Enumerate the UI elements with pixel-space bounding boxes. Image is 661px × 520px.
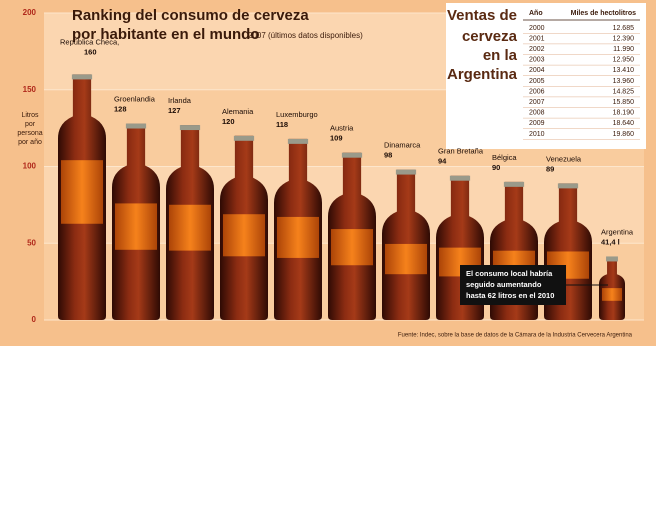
value-label: 90	[492, 163, 500, 172]
category-label: Austria	[330, 124, 354, 133]
table-cell: 13.960	[613, 78, 635, 85]
category-label: Groenlandia	[114, 95, 156, 104]
table-cell: 2010	[529, 131, 545, 138]
bottle-label	[169, 204, 211, 251]
value-label: 89	[546, 164, 554, 173]
bottle-cap	[395, 169, 417, 175]
table-cell: 2003	[529, 57, 545, 64]
category-label: Bélgica	[492, 153, 517, 162]
subtitle: 2007 (últimos datos disponibles)	[248, 31, 363, 40]
y-tick-label: 150	[23, 85, 37, 94]
bottle-label	[223, 214, 265, 257]
y-label: por	[25, 121, 36, 128]
chart-title: Ranking del consumo de cerveza	[72, 7, 309, 24]
value-label: 127	[168, 106, 181, 115]
table-cell: 11.990	[613, 46, 634, 53]
table-header: Año	[529, 10, 543, 17]
chart-title: por habitante en el mundo	[72, 26, 260, 43]
y-tick-label: 50	[27, 238, 36, 247]
bottle-label	[602, 288, 622, 301]
value-label: 118	[276, 120, 288, 129]
value-label: 98	[384, 151, 392, 160]
table-title: Ventas de	[447, 7, 517, 24]
table-cell: 14.825	[613, 88, 635, 95]
table-cell: 12.685	[613, 25, 635, 32]
y-label: Litros	[21, 112, 39, 119]
y-tick-label: 100	[23, 162, 37, 171]
bottle-label	[331, 229, 373, 266]
table-cell: 13.410	[613, 67, 635, 74]
table-cell: 2005	[529, 78, 545, 85]
annotation: hasta 62 litros en el 2010	[466, 291, 554, 300]
table-box	[446, 3, 646, 149]
source: Fuente: Indec, sobre la base de datos de…	[398, 333, 633, 339]
category-label: Gran Bretaña	[438, 147, 484, 156]
value-label: 94	[438, 157, 447, 166]
table-cell: 2006	[529, 88, 545, 95]
table-cell: 2000	[529, 25, 545, 32]
annotation: El consumo local habría	[466, 269, 553, 278]
table-cell: 2007	[529, 99, 545, 106]
table-title: cerveza	[462, 28, 518, 45]
value-label: 109	[330, 134, 343, 143]
table-cell: 2002	[529, 46, 545, 53]
table-cell: 12.390	[613, 35, 635, 42]
value-label: 120	[222, 117, 235, 126]
annotation: seguido aumentando	[466, 280, 542, 289]
table-cell: 18.190	[613, 110, 635, 117]
category-label: República Checa,	[60, 37, 119, 46]
category-label: Venezuela	[546, 154, 582, 163]
category-label: Argentina	[601, 227, 634, 236]
y-label: persona	[17, 130, 42, 137]
bottle-cap	[503, 181, 525, 187]
bottle-cap	[287, 138, 309, 144]
bottle-cap	[125, 123, 147, 129]
category-label: Dinamarca	[384, 141, 421, 150]
bottle-cap	[71, 74, 93, 80]
y-tick-label: 200	[23, 8, 37, 17]
bottle-label	[115, 203, 157, 250]
table-cell: 2001	[529, 35, 545, 42]
bottle-label	[61, 160, 103, 224]
table-cell: 2004	[529, 67, 545, 74]
table-cell: 2008	[529, 110, 545, 117]
bottle-cap	[233, 135, 255, 141]
value-label: 128	[114, 105, 127, 114]
table-cell: 19.860	[613, 131, 635, 138]
bottle-label	[385, 243, 427, 275]
bottle-cap	[606, 256, 618, 262]
annotation-box	[460, 265, 566, 305]
bottle-cap	[341, 152, 363, 158]
value-label: 41,4 l	[601, 237, 620, 246]
table-header: Miles de hectolitros	[571, 10, 636, 17]
category-label: Alemania	[222, 107, 254, 116]
category-label: Luxemburgo	[276, 110, 318, 119]
table-cell: 12.950	[613, 57, 635, 64]
table-cell: 2009	[529, 120, 545, 127]
bottle-cap	[557, 183, 579, 189]
bottle-cap	[449, 175, 471, 181]
value-label: 160	[84, 47, 97, 56]
y-tick-label: 0	[32, 315, 37, 324]
table-cell: 18.640	[613, 120, 635, 127]
y-label: por año	[18, 139, 42, 146]
table-title: en la	[483, 47, 518, 64]
bottle-label	[277, 216, 319, 258]
category-label: Irlanda	[168, 96, 192, 105]
bottle-cap	[179, 125, 201, 131]
table-title: Argentina	[447, 66, 518, 83]
table-cell: 15.850	[613, 99, 635, 106]
